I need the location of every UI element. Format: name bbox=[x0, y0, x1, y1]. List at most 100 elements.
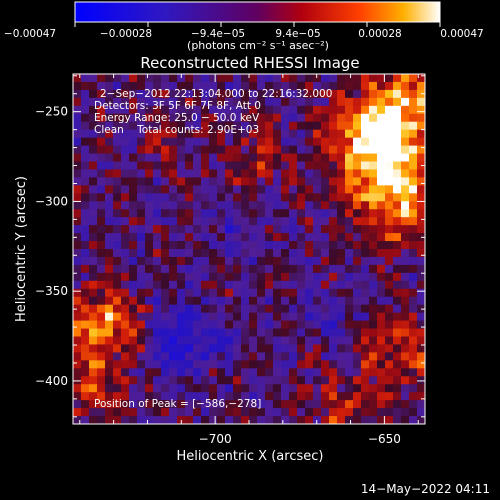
heatmap-cell bbox=[337, 249, 346, 258]
heatmap-cell bbox=[193, 249, 202, 258]
heatmap-cell bbox=[289, 352, 298, 361]
heatmap-cell bbox=[129, 336, 138, 346]
heatmap-cell bbox=[73, 336, 82, 346]
heatmap-cell bbox=[305, 392, 314, 401]
heatmap-cell bbox=[385, 217, 394, 226]
heatmap-cell bbox=[185, 272, 194, 282]
heatmap-cell bbox=[305, 185, 314, 194]
heatmap-cell bbox=[265, 241, 274, 250]
heatmap-cell bbox=[81, 408, 90, 417]
heatmap-cell bbox=[185, 113, 194, 123]
heatmap-cell bbox=[121, 392, 130, 401]
heatmap-cell bbox=[337, 233, 346, 242]
heatmap-cell bbox=[257, 280, 266, 290]
heatmap-cell bbox=[201, 129, 210, 139]
heatmap-cell bbox=[185, 336, 194, 346]
heatmap-cell bbox=[105, 161, 114, 171]
heatmap-cell bbox=[337, 169, 346, 178]
heatmap-cell bbox=[89, 121, 98, 131]
heatmap-cell bbox=[81, 145, 90, 155]
heatmap-cell bbox=[281, 416, 290, 424]
heatmap-cell bbox=[129, 105, 138, 115]
heatmap-cell bbox=[257, 264, 266, 274]
heatmap-cell bbox=[337, 201, 346, 210]
heatmap-cell bbox=[73, 225, 82, 234]
heatmap-cell bbox=[137, 328, 146, 338]
heatmap-cell bbox=[241, 392, 250, 401]
heatmap-cell bbox=[185, 376, 194, 385]
heatmap-cell bbox=[313, 177, 322, 186]
heatmap-cell bbox=[185, 201, 194, 210]
heatmap-cell bbox=[129, 312, 138, 322]
heatmap-cell bbox=[401, 296, 410, 306]
heatmap-cell bbox=[129, 360, 138, 369]
heatmap-cell bbox=[377, 352, 386, 361]
heatmap-cell bbox=[321, 336, 330, 346]
heatmap-cell bbox=[313, 400, 322, 409]
heatmap-cell bbox=[361, 408, 370, 417]
heatmap-cell bbox=[385, 408, 394, 417]
heatmap-cell bbox=[257, 408, 266, 417]
heatmap-cell bbox=[169, 392, 178, 401]
heatmap-cell bbox=[249, 344, 258, 353]
heatmap-cell bbox=[297, 81, 306, 91]
heatmap-cell bbox=[313, 272, 322, 282]
heatmap-cell bbox=[153, 185, 162, 194]
heatmap-cell bbox=[161, 360, 170, 369]
heatmap-cell bbox=[417, 137, 425, 147]
heatmap-cell bbox=[209, 201, 218, 210]
heatmap-cell bbox=[161, 241, 170, 250]
heatmap-cell bbox=[129, 320, 138, 330]
heatmap-cell bbox=[225, 288, 234, 298]
heatmap-cell bbox=[377, 336, 386, 346]
heatmap-cell bbox=[409, 193, 418, 202]
heatmap-cell bbox=[209, 185, 218, 194]
heatmap-cell bbox=[417, 105, 425, 115]
heatmap-cell bbox=[281, 137, 290, 147]
heatmap-cell bbox=[401, 233, 410, 242]
heatmap-cell bbox=[169, 328, 178, 338]
heatmap-cell bbox=[409, 129, 418, 139]
heatmap-cell bbox=[369, 400, 378, 409]
heatmap-cell bbox=[105, 288, 114, 298]
heatmap-cell bbox=[121, 81, 130, 91]
heatmap-cell bbox=[201, 408, 210, 417]
heatmap-cell bbox=[393, 137, 402, 147]
heatmap-cell bbox=[161, 129, 170, 139]
heatmap-cell bbox=[361, 264, 370, 274]
heatmap-cell bbox=[113, 408, 122, 417]
heatmap-cell bbox=[209, 264, 218, 274]
heatmap-cell bbox=[281, 241, 290, 250]
heatmap-cell bbox=[353, 241, 362, 250]
heatmap-cell bbox=[409, 89, 418, 99]
heatmap-cell bbox=[329, 201, 338, 210]
heatmap-cell bbox=[361, 328, 370, 338]
heatmap-cell bbox=[185, 145, 194, 155]
heatmap-cell bbox=[161, 336, 170, 346]
heatmap-cell bbox=[121, 161, 130, 171]
x-tick-label: −650 bbox=[368, 432, 401, 446]
heatmap-cell bbox=[169, 336, 178, 346]
heatmap-cell bbox=[113, 344, 122, 353]
heatmap-cell bbox=[105, 74, 114, 83]
heatmap-cell bbox=[313, 328, 322, 338]
heatmap-cell bbox=[177, 225, 186, 234]
heatmap-cell bbox=[313, 169, 322, 178]
heatmap-cell bbox=[265, 177, 274, 186]
heatmap-cell bbox=[89, 296, 98, 306]
heatmap-cell bbox=[113, 352, 122, 361]
heatmap-cell bbox=[313, 129, 322, 139]
heatmap-cell bbox=[361, 304, 370, 314]
annotation-clean-counts: Clean Total counts: 2.90E+03 bbox=[94, 124, 259, 136]
heatmap-cell bbox=[169, 209, 178, 218]
heatmap-cell bbox=[113, 121, 122, 131]
heatmap-cell bbox=[289, 217, 298, 226]
heatmap-cell bbox=[257, 121, 266, 131]
heatmap-cell bbox=[169, 225, 178, 234]
heatmap-cell bbox=[385, 320, 394, 330]
heatmap-cell bbox=[185, 153, 194, 163]
heatmap-cell bbox=[161, 145, 170, 155]
heatmap-cell bbox=[225, 264, 234, 274]
heatmap-cell bbox=[401, 344, 410, 353]
heatmap-cell bbox=[417, 185, 425, 194]
